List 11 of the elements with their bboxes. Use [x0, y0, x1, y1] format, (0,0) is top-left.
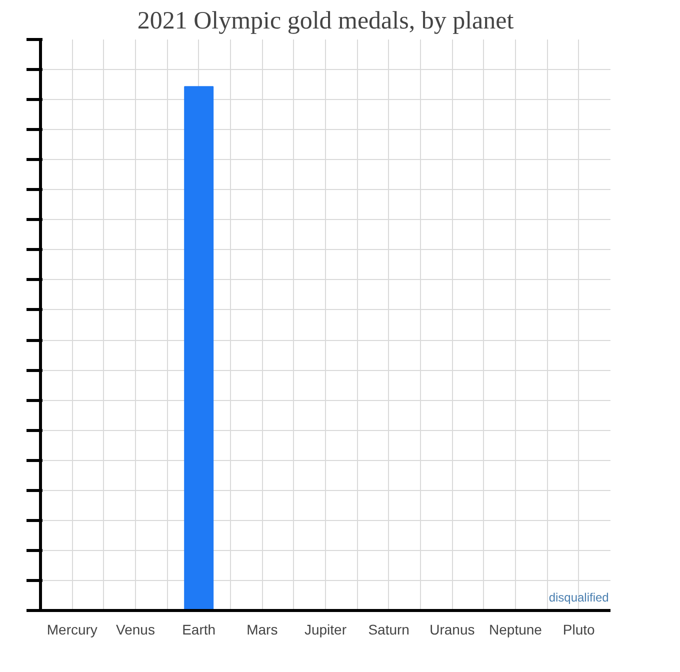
x-tick-label: Neptune	[489, 622, 542, 638]
x-tick-label: Mercury	[46, 622, 98, 638]
x-tick-label: Saturn	[368, 622, 410, 638]
annotation: disqualified	[548, 590, 609, 604]
x-tick-label: Mars	[246, 622, 278, 638]
x-tick-label: Earth	[182, 622, 216, 638]
x-tick-label: Venus	[116, 622, 155, 638]
chart-title: 2021 Olympic gold medals, by planet	[137, 8, 514, 34]
x-tick-label: Jupiter	[304, 622, 347, 638]
x-tick-label: Pluto	[562, 622, 595, 638]
x-tick-label: Uranus	[430, 622, 475, 638]
